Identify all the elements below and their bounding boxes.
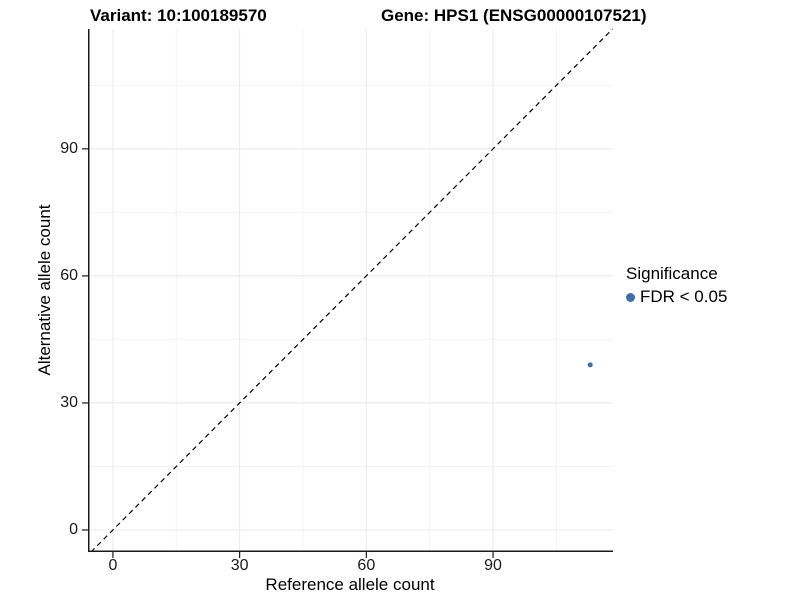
x-tick-label: 0 <box>108 557 118 574</box>
legend-dot-icon <box>626 292 635 302</box>
y-tick-label: 30 <box>60 393 78 411</box>
x-tick-label: 90 <box>484 557 502 574</box>
identity-line <box>90 28 614 553</box>
y-tick-label: 90 <box>60 139 78 157</box>
x-axis-title: Reference allele count <box>265 575 435 594</box>
y-tick-label: 60 <box>60 266 78 284</box>
legend: Significance FDR < 0.05 <box>626 264 727 307</box>
y-tick-label: 0 <box>69 520 78 538</box>
x-tick-label: 60 <box>357 557 376 574</box>
y-axis-title: Alternative allele count <box>35 204 54 376</box>
legend-title: Significance <box>626 264 718 283</box>
plot-canvas <box>82 28 614 558</box>
data-point <box>587 362 593 368</box>
plot-panel <box>82 28 614 558</box>
legend-item-label: FDR < 0.05 <box>640 287 728 306</box>
legend-item-fdr: FDR < 0.05 <box>626 287 727 307</box>
plot-title-variant: Variant: 10:100189570 <box>90 6 267 25</box>
x-tick-label: 30 <box>230 557 249 574</box>
plot-title-gene: Gene: HPS1 (ENSG00000107521) <box>381 6 647 25</box>
